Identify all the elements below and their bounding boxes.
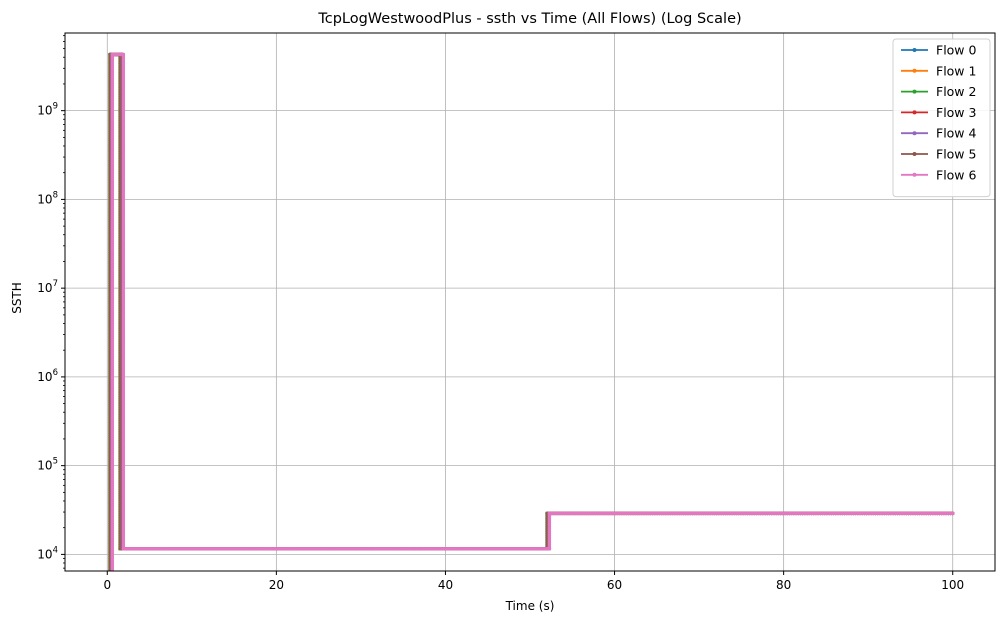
series-line-flow-2: [109, 52, 953, 571]
series-line-flow-0: [108, 52, 953, 571]
series-flow-2: [108, 52, 955, 575]
series-flow-1: [108, 52, 955, 575]
series-line-flow-1: [108, 52, 953, 571]
series-point-flow-2: [109, 572, 112, 575]
series-flow-4: [109, 52, 955, 575]
series-flow-5: [110, 52, 955, 575]
plot-series: [108, 52, 955, 575]
series-point-flow-1: [109, 572, 112, 575]
series-flow-3: [109, 52, 955, 575]
series-line-flow-4: [110, 52, 953, 571]
series-line-flow-3: [109, 52, 953, 571]
series-point-flow-0: [108, 572, 111, 575]
series-point-flow-3: [109, 572, 112, 575]
series-flow-0: [108, 52, 955, 575]
chart-title: TcpLogWestwoodPlus - ssth vs Time (All F…: [317, 11, 741, 27]
series-point-flow-5: [110, 572, 113, 575]
grid-lines: [65, 33, 995, 571]
series-line-flow-5: [110, 52, 953, 571]
series-point-flow-4: [110, 572, 113, 575]
